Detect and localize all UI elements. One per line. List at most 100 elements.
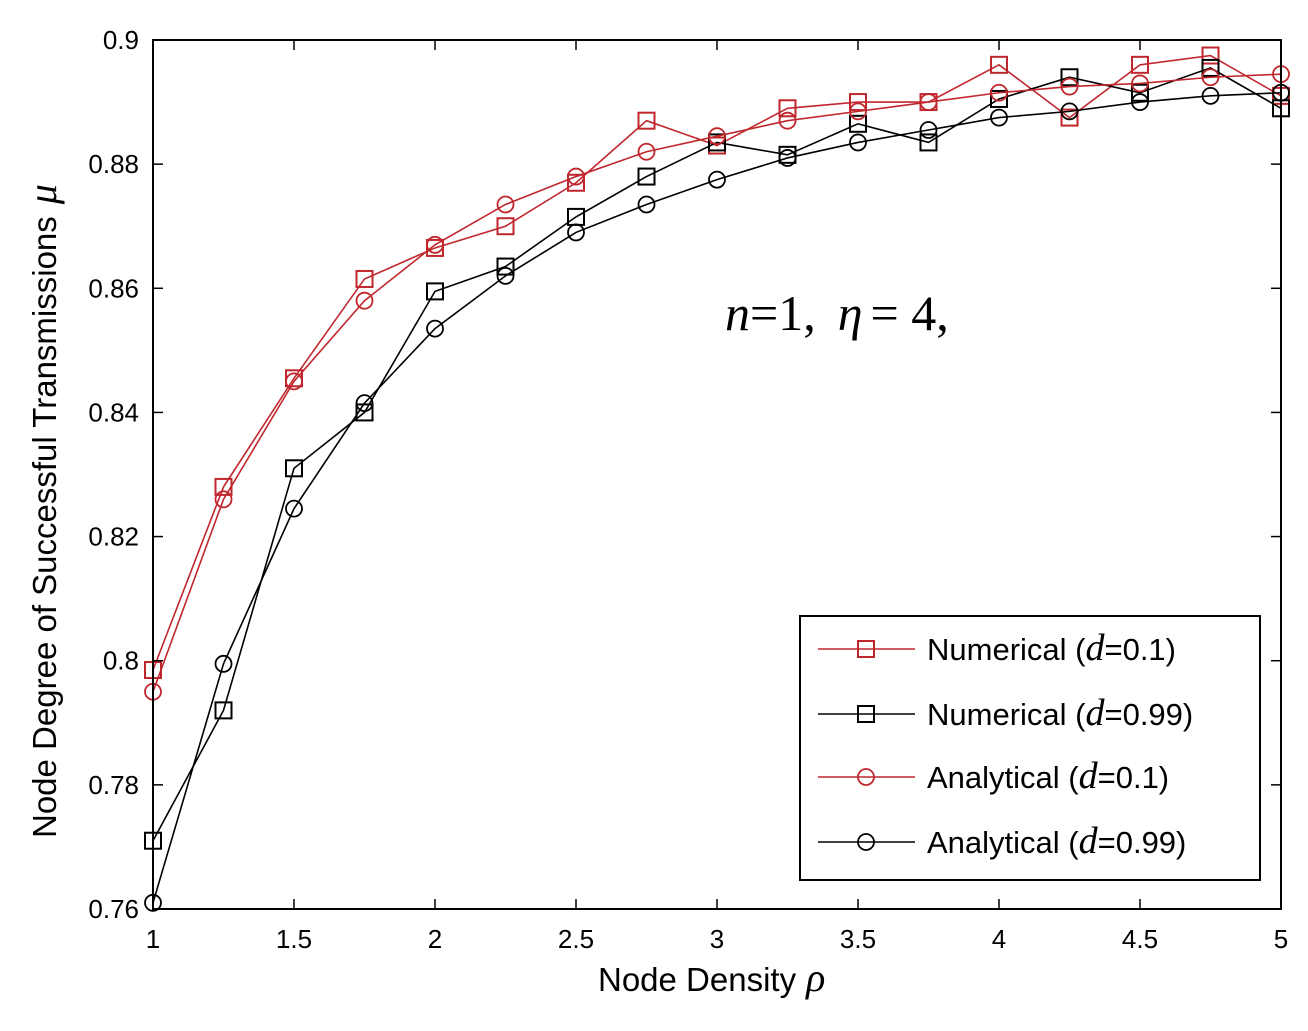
series-3-point <box>990 83 1008 102</box>
series-4-point <box>1201 86 1220 105</box>
legend-label-var: d <box>1085 627 1105 669</box>
series-1-point <box>1201 46 1220 65</box>
series-2-point <box>849 114 867 133</box>
series-3-point <box>496 195 515 214</box>
x-tick-label: 2 <box>428 924 442 954</box>
series-4-point <box>637 195 656 214</box>
series-4-point <box>285 499 303 518</box>
x-tick-label: 1.5 <box>276 924 312 954</box>
legend-label: Analytical (d=0.99) <box>927 820 1186 862</box>
y-tick-label: 0.9 <box>103 25 139 55</box>
series-2-point <box>496 257 515 276</box>
legend-marker <box>857 833 875 851</box>
series-3-point <box>1201 68 1220 87</box>
x-tick-label: 4 <box>992 924 1006 954</box>
series-2-point <box>990 89 1008 108</box>
series-3-point <box>285 372 303 391</box>
legend-label-prefix: Numerical ( <box>927 697 1086 732</box>
legend-label: Numerical (d=0.99) <box>927 692 1193 734</box>
legend-entries: Numerical (d=0.1)Numerical (d=0.99)Analy… <box>818 627 1193 862</box>
legend-label-prefix: Numerical ( <box>927 632 1086 667</box>
legend-label-prefix: Analytical ( <box>927 825 1079 860</box>
series-4-point <box>426 319 444 338</box>
series-1-point <box>990 55 1008 74</box>
legend-marker <box>857 705 875 723</box>
series-3-point <box>637 142 656 161</box>
y-tick-label: 0.76 <box>88 894 139 924</box>
legend: Numerical (d=0.1)Numerical (d=0.99)Analy… <box>799 615 1261 881</box>
legend-label-var: d <box>1079 755 1099 797</box>
series-2-point <box>1060 68 1079 87</box>
y-axis-symbol: μ <box>20 184 65 205</box>
series-3-point <box>1131 74 1149 93</box>
series-4-point <box>214 654 233 673</box>
annotation-eq-eta: = 4, <box>871 285 949 341</box>
series-2-point <box>426 282 444 301</box>
series-1-point <box>637 111 656 130</box>
series-4-point <box>849 133 867 152</box>
x-axis-label: Node Density ρ <box>598 955 825 1000</box>
y-tick-label: 0.78 <box>88 770 139 800</box>
y-axis-label-text: Node Degree of Successful Transmissions <box>26 216 63 838</box>
series-2-point <box>214 701 233 720</box>
annotation-var-n: n <box>725 285 750 341</box>
x-tick-label: 1 <box>146 924 160 954</box>
y-tick-label: 0.86 <box>88 273 139 303</box>
series-3-point <box>426 235 444 254</box>
x-tick-label: 2.5 <box>558 924 594 954</box>
legend-label: Numerical (d=0.1) <box>927 627 1176 669</box>
parameter-annotation: n=1, η = 4, <box>725 285 949 341</box>
axes-layer: 1 1.5 2 2.5 3 3.5 4 4.5 5 0.76 0.78 0.8 0.82 0.84 0.86… <box>88 25 1288 954</box>
series-1-point <box>355 269 374 288</box>
legend-marker <box>857 768 875 786</box>
series-2-point <box>1201 58 1220 77</box>
series-3-point <box>567 167 585 186</box>
x-axis-symbol: ρ <box>804 955 825 1000</box>
series-4-point <box>1060 102 1079 121</box>
legend-label-suffix: =0.99) <box>1098 825 1187 860</box>
series-3-point <box>1060 77 1079 96</box>
y-axis-label: Node Degree of Successful Transmissions μ <box>20 184 65 838</box>
x-axis-label-text: Node Density <box>598 961 797 998</box>
series-1-point <box>849 93 867 112</box>
x-tick-label: 3.5 <box>840 924 876 954</box>
series-layer <box>144 46 1290 912</box>
series-2-point <box>285 459 303 478</box>
series-1-point <box>1131 55 1149 74</box>
y-tick-label: 0.84 <box>88 397 139 427</box>
series-2-point <box>708 133 726 152</box>
series-1-point <box>496 217 515 236</box>
legend-box <box>799 615 1261 881</box>
legend-label-suffix: =0.1) <box>1104 632 1176 667</box>
series-2-point <box>1131 83 1149 102</box>
series-3-point <box>849 102 867 121</box>
series-4-point <box>919 121 938 139</box>
legend-entry-3: Analytical (d=0.1) <box>818 755 1169 797</box>
series-4-point <box>355 394 374 413</box>
y-tick-label: 0.88 <box>88 149 139 179</box>
legend-entry-2: Numerical (d=0.99) <box>818 692 1193 734</box>
legend-label-suffix: =0.99) <box>1104 697 1193 732</box>
legend-label-var: d <box>1085 692 1105 734</box>
series-3 <box>144 65 1290 701</box>
series-4-point <box>708 170 726 189</box>
series-4-point <box>567 223 585 242</box>
series-4-line <box>152 91 1282 904</box>
series-2-point <box>919 133 938 152</box>
legend-label-prefix: Analytical ( <box>927 760 1079 795</box>
series-3-point <box>778 111 797 130</box>
legend-entry-1: Numerical (d=0.1) <box>818 627 1176 669</box>
series-4-point <box>778 149 797 167</box>
series-4-point <box>1131 93 1149 111</box>
series-1-point <box>567 173 585 192</box>
legend-entry-4: Analytical (d=0.99) <box>818 820 1186 862</box>
series-3-point <box>919 93 938 111</box>
series-1-line <box>152 54 1282 671</box>
legend-label-var: d <box>1079 820 1099 862</box>
series-4 <box>144 83 1290 912</box>
series-3-point <box>214 490 233 509</box>
legend-marker <box>857 640 875 658</box>
series-3-point <box>708 127 726 146</box>
series-4-point <box>990 108 1008 127</box>
